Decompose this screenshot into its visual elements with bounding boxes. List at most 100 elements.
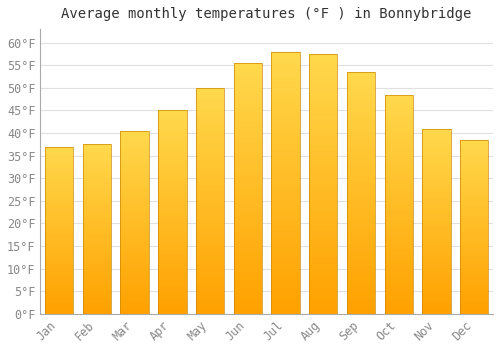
Bar [120,250,149,252]
Bar [45,244,74,245]
Bar [347,79,375,82]
Bar [196,135,224,138]
Bar [83,287,111,288]
Bar [196,88,224,90]
Bar [234,248,262,251]
Bar [272,290,299,293]
Bar [45,160,74,162]
Bar [422,241,450,244]
Bar [120,202,149,204]
Bar [347,130,375,133]
Bar [309,311,338,314]
Bar [196,126,224,128]
Bar [83,260,111,261]
Bar [460,162,488,164]
Bar [347,118,375,120]
Bar [83,282,111,284]
Bar [83,202,111,204]
Bar [347,174,375,176]
Bar [309,207,338,210]
Bar [120,220,149,222]
Bar [384,290,413,292]
Bar [272,104,299,107]
Bar [196,298,224,300]
Bar [196,90,224,92]
Bar [309,176,338,179]
Bar [120,235,149,237]
Bar [234,111,262,113]
Bar [83,178,111,180]
Bar [45,267,74,269]
Bar [309,275,338,278]
Bar [196,178,224,181]
Bar [460,248,488,250]
Bar [460,284,488,286]
Bar [158,214,186,216]
Bar [45,194,74,195]
Bar [158,186,186,188]
Bar [384,204,413,206]
Bar [309,296,338,298]
Bar [45,306,74,307]
Bar [384,250,413,252]
Bar [422,208,450,210]
Bar [120,169,149,171]
Bar [272,243,299,246]
Bar [272,91,299,93]
Bar [347,181,375,183]
Bar [460,260,488,262]
Bar [460,218,488,220]
Bar [460,204,488,206]
Bar [422,164,450,166]
Bar [272,193,299,196]
Bar [384,252,413,255]
Bar [384,239,413,241]
Bar [460,208,488,209]
Bar [83,261,111,263]
Bar [384,248,413,250]
Bar [384,158,413,160]
Bar [347,152,375,154]
Bar [309,88,338,90]
Bar [158,249,186,251]
Bar [272,167,299,170]
Bar [196,194,224,196]
Bar [460,234,488,236]
Bar [309,119,338,121]
Bar [347,266,375,268]
Bar [234,186,262,188]
Bar [234,261,262,264]
Bar [196,144,224,147]
Bar [196,239,224,241]
Bar [158,261,186,263]
Bar [158,190,186,192]
Bar [83,295,111,297]
Bar [347,176,375,178]
Bar [234,63,262,314]
Bar [234,166,262,168]
Bar [347,212,375,215]
Bar [45,172,74,173]
Bar [83,228,111,229]
Bar [347,101,375,104]
Bar [422,154,450,156]
Bar [196,212,224,215]
Bar [83,253,111,254]
Bar [422,245,450,247]
Bar [384,235,413,237]
Bar [234,141,262,143]
Bar [45,257,74,259]
Bar [83,299,111,300]
Bar [272,309,299,311]
Bar [83,149,111,151]
Bar [384,211,413,213]
Bar [83,214,111,216]
Bar [347,280,375,282]
Bar [234,244,262,246]
Bar [196,208,224,210]
Bar [347,285,375,287]
Bar [309,111,338,114]
Bar [120,200,149,202]
Bar [45,205,74,207]
Bar [460,243,488,244]
